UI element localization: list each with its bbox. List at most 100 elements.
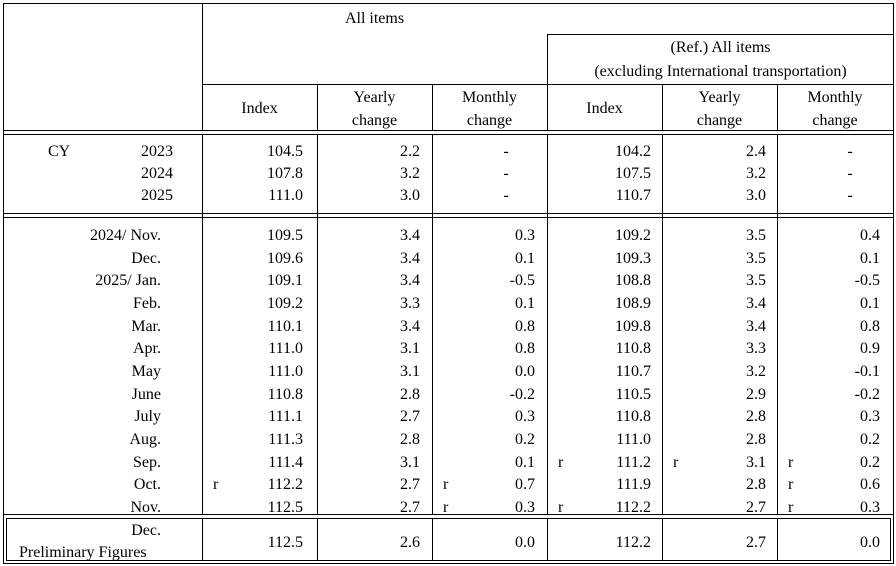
cell-a-monthly: 0.3 xyxy=(515,408,535,425)
cell-a-index: 112.2 xyxy=(267,476,303,493)
row-label: Nov. xyxy=(130,499,161,516)
cell-a-yearly: 3.1 xyxy=(400,363,420,380)
prelim-label-line2: Preliminary Figures xyxy=(19,544,147,561)
cell-a-yearly: 2.7 xyxy=(400,476,420,493)
header-monthly-b: Monthly change xyxy=(807,89,863,129)
cell-b-yearly: 3.3 xyxy=(746,340,766,357)
cell-b-index: 108.9 xyxy=(615,295,651,312)
row-label: June xyxy=(131,386,161,403)
row-label: Dec. xyxy=(131,250,161,267)
prelim-a-yearly: 2.6 xyxy=(400,534,420,551)
revised-flag: r xyxy=(788,454,794,471)
cell-a-index: 110.1 xyxy=(267,318,303,335)
row-label: Aug. xyxy=(129,431,161,448)
row-label: 2025/ Jan. xyxy=(95,272,161,289)
cell-a-index: 109.1 xyxy=(267,272,303,289)
cell-b-index: 108.8 xyxy=(615,272,651,289)
revised-flag: r xyxy=(213,476,219,493)
cell-a-yearly: 3.2 xyxy=(400,165,420,182)
cell-b-yearly: 2.4 xyxy=(746,143,766,160)
cell-a-yearly: 3.4 xyxy=(400,227,420,244)
cell-b-yearly: 2.8 xyxy=(746,408,766,425)
prelim-a-monthly: 0.0 xyxy=(515,534,535,551)
cell-a-monthly: 0.1 xyxy=(515,295,535,312)
cell-b-index: 110.7 xyxy=(615,187,651,204)
cell-a-monthly: 0.0 xyxy=(515,363,535,380)
cell-a-yearly: 2.8 xyxy=(400,431,420,448)
revised-flag: r xyxy=(558,499,564,516)
row-label: Apr. xyxy=(133,340,161,357)
cell-a-index: 109.6 xyxy=(267,250,303,267)
cell-b-index: 110.5 xyxy=(615,386,651,403)
cell-a-index: 112.5 xyxy=(267,499,303,516)
header-yearly-b: Yearly change xyxy=(696,89,743,129)
cell-b-yearly: 3.2 xyxy=(746,363,766,380)
cell-b-yearly: 3.2 xyxy=(746,165,766,182)
cell-a-index: 111.0 xyxy=(268,187,303,204)
cell-a-yearly: 3.4 xyxy=(400,318,420,335)
cell-b-monthly: 0.3 xyxy=(860,499,880,516)
cell-b-monthly: -0.5 xyxy=(854,272,880,289)
cell-a-yearly: 2.8 xyxy=(400,386,420,403)
cell-b-yearly: 2.8 xyxy=(746,476,766,493)
cell-b-index: 109.8 xyxy=(615,318,651,335)
cell-a-yearly: 3.3 xyxy=(400,295,420,312)
prelim-label-line1: Dec. xyxy=(131,522,161,539)
header-index-b: Index xyxy=(586,100,623,117)
cell-b-monthly: 0.4 xyxy=(860,227,880,244)
prelim-b-monthly: 0.0 xyxy=(860,534,880,551)
cell-a-index: 111.3 xyxy=(268,431,303,448)
cell-a-monthly: - xyxy=(503,143,509,160)
row-label: Sep. xyxy=(133,454,161,471)
cell-a-index: 104.5 xyxy=(267,143,303,160)
cell-b-yearly: 3.5 xyxy=(746,227,766,244)
header-ref-line2: (excluding International transportation) xyxy=(594,63,847,80)
cell-b-yearly: 2.7 xyxy=(746,499,766,516)
cell-b-monthly: - xyxy=(847,187,853,204)
cell-b-yearly: 2.8 xyxy=(746,431,766,448)
cell-a-yearly: 2.2 xyxy=(400,143,420,160)
revised-flag: r xyxy=(558,454,564,471)
header-yearly-a: Yearly change xyxy=(351,89,398,129)
cy-label: CY xyxy=(48,143,71,160)
cell-a-monthly: 0.3 xyxy=(515,499,535,516)
cell-b-yearly: 3.1 xyxy=(746,454,766,471)
cell-b-monthly: - xyxy=(847,143,853,160)
revised-flag: r xyxy=(443,476,449,493)
cell-a-index: 111.4 xyxy=(268,454,303,471)
revised-flag: r xyxy=(788,476,794,493)
header-index-a: Index xyxy=(241,100,278,117)
cell-b-monthly: -0.1 xyxy=(854,363,880,380)
cell-b-monthly: 0.1 xyxy=(860,250,880,267)
cell-a-index: 109.2 xyxy=(267,295,303,312)
cell-a-index: 111.0 xyxy=(268,363,303,380)
header-ref-line1: (Ref.) All items xyxy=(670,39,771,56)
cell-a-yearly: 3.1 xyxy=(400,340,420,357)
cell-a-monthly: 0.8 xyxy=(515,340,535,357)
cell-a-index: 109.5 xyxy=(267,227,303,244)
cell-b-monthly: 0.9 xyxy=(860,340,880,357)
cell-a-monthly: -0.2 xyxy=(509,386,535,403)
cell-a-index: 111.0 xyxy=(268,340,303,357)
cell-b-monthly: 0.3 xyxy=(860,408,880,425)
cell-a-monthly: 0.3 xyxy=(515,227,535,244)
cell-b-monthly: 0.1 xyxy=(860,295,880,312)
row-label: Feb. xyxy=(133,295,161,312)
cell-a-yearly: 3.4 xyxy=(400,250,420,267)
cell-b-index: 111.9 xyxy=(616,476,651,493)
cell-b-index: 110.8 xyxy=(615,408,651,425)
row-label: 2025 xyxy=(141,187,173,204)
cell-b-index: 109.3 xyxy=(615,250,651,267)
cell-b-index: 112.2 xyxy=(615,499,651,516)
cell-a-monthly: 0.2 xyxy=(515,431,535,448)
prelim-b-yearly: 2.7 xyxy=(746,534,766,551)
prelim-b-index: 112.2 xyxy=(615,534,651,551)
row-label: Oct. xyxy=(133,476,161,493)
cell-b-monthly: 0.2 xyxy=(860,454,880,471)
cell-a-index: 110.8 xyxy=(267,386,303,403)
cell-b-monthly: 0.6 xyxy=(860,476,880,493)
cell-b-yearly: 3.0 xyxy=(746,187,766,204)
row-label: 2023 xyxy=(141,143,173,160)
cell-a-yearly: 2.7 xyxy=(400,499,420,516)
cell-b-index: 111.0 xyxy=(616,431,651,448)
